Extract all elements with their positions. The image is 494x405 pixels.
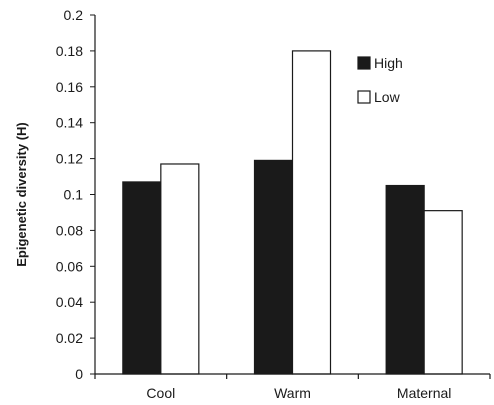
- bar-low-warm: [291, 50, 332, 375]
- x-axis-labels: Cool Warm Maternal: [146, 385, 451, 401]
- legend-label-low: Low: [374, 89, 401, 105]
- y-axis-ticks: 0 0.02 0.04 0.06 0.08 0.1 0.12 0.14 0.16 0.18 0.2: [56, 7, 95, 382]
- y-tick-label: 0.1: [64, 187, 84, 203]
- bar-high-cool: [122, 181, 162, 375]
- y-tick-label: 0.08: [56, 222, 83, 238]
- bar-low-cool: [160, 163, 200, 375]
- legend-swatch-low: [357, 90, 371, 104]
- y-tick-label: 0.12: [56, 151, 83, 167]
- x-category-label: Maternal: [397, 385, 451, 401]
- bar-high-warm: [253, 159, 294, 375]
- bars: [122, 50, 463, 375]
- y-tick-label: 0.06: [56, 258, 83, 274]
- y-tick-label: 0.18: [56, 43, 83, 59]
- x-category-label: Warm: [274, 385, 311, 401]
- bar-high-maternal: [385, 184, 425, 375]
- x-category-label: Cool: [146, 385, 175, 401]
- axes: [94, 15, 491, 379]
- y-tick-label: 0: [75, 366, 83, 382]
- legend-swatch-high: [357, 56, 371, 70]
- y-tick-label: 0.14: [56, 115, 83, 131]
- bar-low-maternal: [423, 210, 463, 375]
- y-axis-title: Epigenetic diversity (H): [14, 122, 29, 266]
- legend: High Low: [357, 55, 403, 105]
- y-tick-label: 0.2: [64, 7, 84, 23]
- legend-label-high: High: [374, 55, 403, 71]
- y-tick-label: 0.02: [56, 330, 83, 346]
- y-tick-label: 0.04: [56, 294, 83, 310]
- y-tick-label: 0.16: [56, 79, 83, 95]
